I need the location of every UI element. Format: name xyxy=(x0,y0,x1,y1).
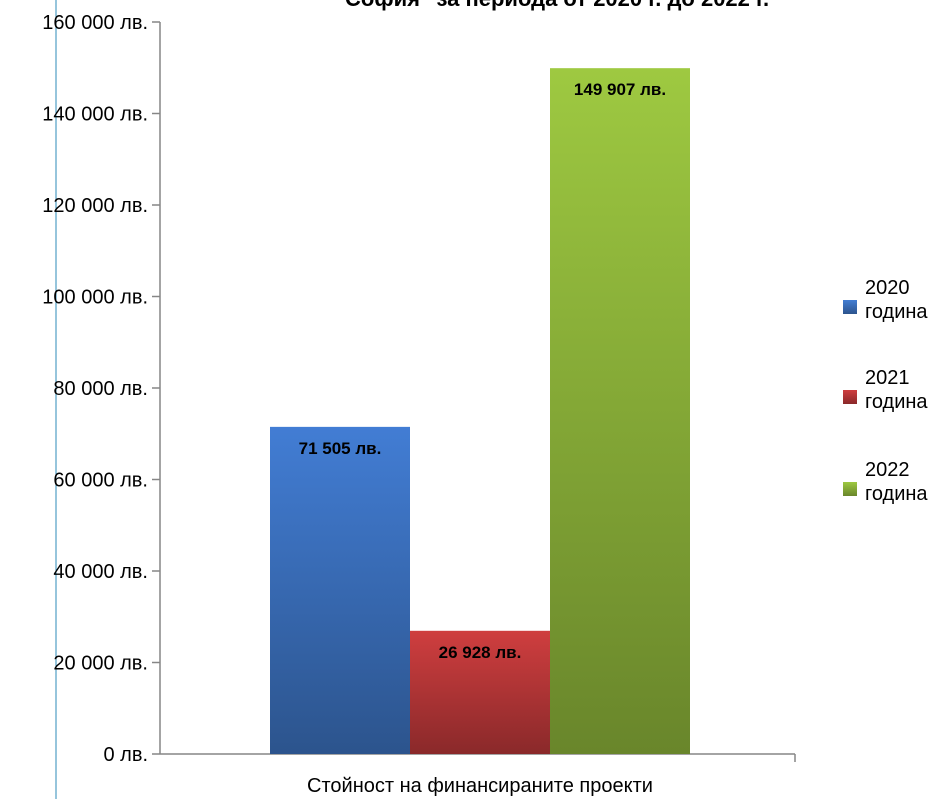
category-label: Стойност на финансираните проекти xyxy=(307,775,653,797)
y-tick-label: 40 000 лв. xyxy=(53,561,148,583)
legend-label: 2020 година xyxy=(865,277,928,323)
y-tick-label: 0 лв. xyxy=(103,744,148,766)
legend-label: 2021 година xyxy=(865,367,928,413)
y-tick-label: 20 000 лв. xyxy=(53,653,148,675)
y-tick-label: 160 000 лв. xyxy=(42,12,148,34)
bar-2 xyxy=(550,68,690,754)
y-tick-label: 80 000 лв. xyxy=(53,378,148,400)
bar-0 xyxy=(270,426,410,754)
legend: 2020 година 2021 година 2022 година xyxy=(843,277,928,505)
y-tick-label: 60 000 лв. xyxy=(53,470,148,492)
legend-label: 2022 година xyxy=(865,459,928,505)
y-tick-label: 140 000 лв. xyxy=(42,104,148,126)
bar-1 xyxy=(410,630,550,754)
legend-swatch xyxy=(843,300,857,314)
chart-title: София" за периода от 2020 г. до 2022 г. xyxy=(345,0,769,11)
y-tick-label: 120 000 лв. xyxy=(42,195,148,217)
y-tick-label: 100 000 лв. xyxy=(42,287,148,309)
bars: 71 505 лв. 26 928 лв. 149 907 лв. xyxy=(270,68,690,754)
bar-value-label: 71 505 лв. xyxy=(299,439,382,458)
bar-value-label: 26 928 лв. xyxy=(439,643,522,662)
bar-value-label: 149 907 лв. xyxy=(574,80,666,99)
legend-swatch xyxy=(843,390,857,404)
axes: 0 лв. 20 000 лв. 40 000 лв. 60 000 лв. 80 00… xyxy=(42,12,796,797)
legend-swatch xyxy=(843,482,857,496)
